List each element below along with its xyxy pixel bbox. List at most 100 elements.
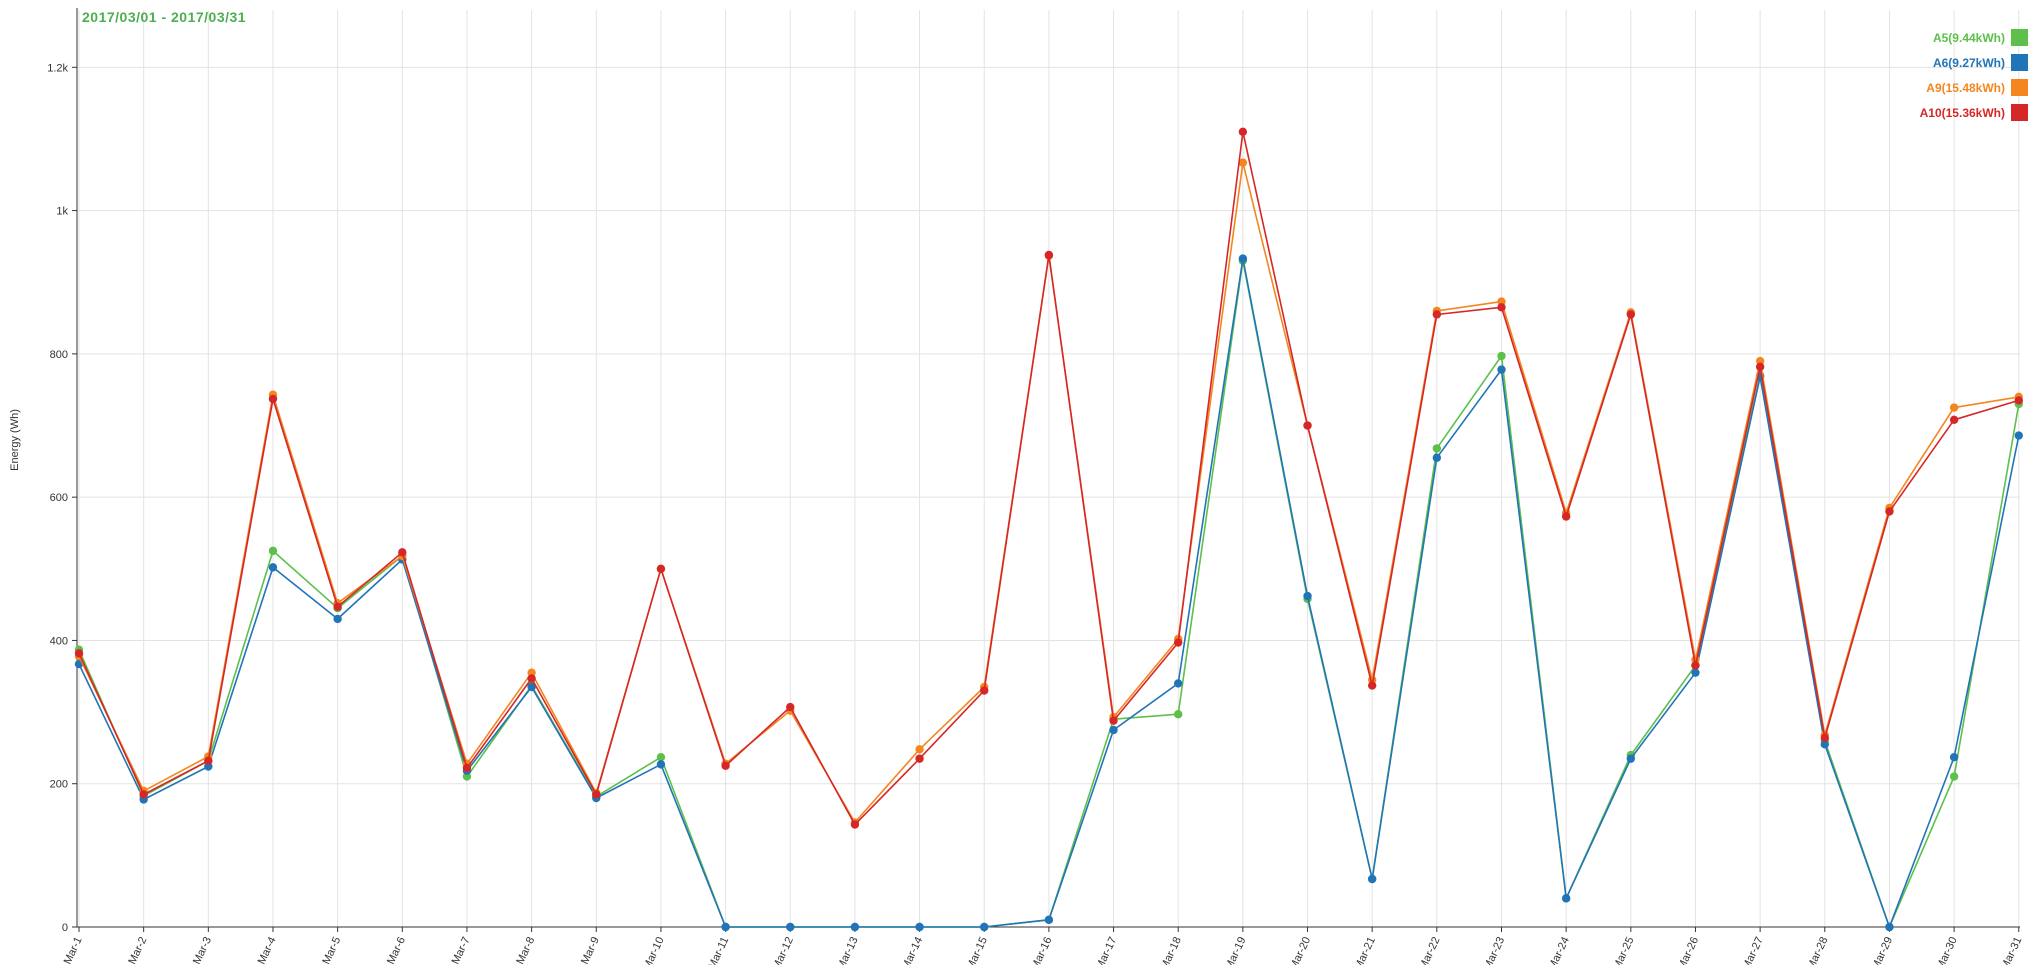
grid: [77, 10, 2020, 928]
data-point[interactable]: [786, 922, 795, 932]
legend-swatch: [2011, 29, 2028, 46]
data-point[interactable]: [1367, 681, 1377, 690]
data-point[interactable]: [333, 602, 342, 611]
data-point[interactable]: [1820, 733, 1829, 743]
data-point[interactable]: [915, 922, 924, 932]
x-tick-label: Mar-15: [964, 935, 990, 965]
legend-label: A5(9.44kWh): [1933, 31, 2005, 45]
data-point[interactable]: [1497, 365, 1506, 374]
data-point[interactable]: [1303, 421, 1312, 430]
data-point[interactable]: [139, 790, 148, 799]
x-tick-label: Mar-12: [770, 935, 796, 965]
data-point[interactable]: [268, 563, 278, 572]
data-point[interactable]: [1561, 894, 1571, 903]
data-point[interactable]: [592, 790, 601, 799]
data-point[interactable]: [1432, 444, 1442, 453]
y-tick-label: 1.2k: [47, 62, 68, 74]
x-tick-label: Mar-7: [450, 935, 473, 965]
data-point[interactable]: [527, 682, 536, 692]
data-point[interactable]: [1497, 303, 1506, 312]
data-point[interactable]: [1174, 710, 1183, 719]
data-point[interactable]: [1109, 716, 1118, 725]
x-tick-label: Mar-20: [1288, 935, 1314, 965]
data-point[interactable]: [1691, 668, 1700, 677]
data-point[interactable]: [850, 820, 860, 829]
data-point[interactable]: [980, 686, 989, 695]
x-tick-label: Mar-4: [256, 935, 279, 965]
x-tick-label: Mar-10: [641, 935, 667, 965]
date-range-title: 2017/03/01 - 2017/03/31: [82, 9, 246, 25]
data-point[interactable]: [462, 763, 472, 773]
data-point[interactable]: [656, 760, 666, 769]
data-point[interactable]: [1949, 403, 1959, 412]
legend-item[interactable]: A9(15.48kWh): [1926, 79, 2028, 96]
data-point[interactable]: [2014, 431, 2023, 440]
x-tick-label: Mar-5: [320, 935, 343, 965]
data-point[interactable]: [1109, 725, 1118, 735]
data-point[interactable]: [268, 546, 278, 556]
data-point[interactable]: [1820, 740, 1829, 749]
data-point[interactable]: [786, 702, 795, 712]
x-tick-label: Mar-30: [1934, 935, 1960, 965]
legend-item[interactable]: A10(15.36kWh): [1920, 104, 2028, 121]
data-point[interactable]: [1626, 754, 1636, 763]
data-point[interactable]: [1174, 638, 1183, 647]
data-point[interactable]: [1561, 512, 1571, 521]
data-point[interactable]: [850, 922, 860, 932]
x-tick-label: Mar-29: [1870, 935, 1896, 965]
data-point[interactable]: [915, 754, 924, 763]
axes: 0 200 400 600 800 1k 1.2k Mar-1 Mar-2 Mar-3 Mar-4 M…: [47, 8, 2024, 965]
legend[interactable]: A5(9.44kWh) A6(9.27kWh) A9(15.48kWh) A10(15…: [1920, 29, 2028, 121]
data-point[interactable]: [656, 753, 666, 762]
x-tick-label: Mar-28: [1805, 935, 1831, 965]
data-point[interactable]: [2014, 396, 2023, 405]
data-point[interactable]: [1885, 507, 1894, 516]
x-tick-label: Mar-21: [1352, 935, 1378, 965]
data-point[interactable]: [656, 564, 666, 573]
data-point[interactable]: [1367, 874, 1377, 884]
data-point[interactable]: [1885, 922, 1894, 932]
data-point[interactable]: [74, 649, 84, 658]
data-point[interactable]: [268, 394, 278, 404]
x-tick-label: Mar-23: [1482, 935, 1508, 965]
data-point[interactable]: [1174, 679, 1183, 688]
x-tick-label: Mar-17: [1094, 935, 1120, 965]
data-point[interactable]: [527, 674, 536, 683]
data-point[interactable]: [333, 614, 342, 624]
data-point[interactable]: [1949, 753, 1959, 762]
data-point[interactable]: [1691, 661, 1700, 670]
data-point[interactable]: [1432, 310, 1442, 319]
x-tick-label: Mar-1: [62, 935, 85, 965]
legend-item[interactable]: A6(9.27kWh): [1933, 54, 2028, 71]
legend-item[interactable]: A5(9.44kWh): [1933, 29, 2028, 46]
data-point[interactable]: [1238, 254, 1248, 263]
data-point[interactable]: [721, 922, 730, 932]
data-point[interactable]: [1949, 415, 1959, 424]
data-point[interactable]: [1755, 362, 1765, 371]
data-point[interactable]: [1949, 772, 1959, 781]
data-point[interactable]: [1303, 591, 1312, 601]
x-tick-label: Mar-31: [1999, 935, 2025, 965]
x-tick-label: Mar-11: [706, 935, 731, 965]
data-point[interactable]: [915, 745, 924, 754]
legend-label: A10(15.36kWh): [1920, 106, 2005, 120]
data-point[interactable]: [1626, 310, 1636, 319]
data-point[interactable]: [1497, 351, 1506, 361]
data-point[interactable]: [204, 756, 213, 765]
x-tick-label: Mar-18: [1158, 935, 1184, 965]
data-point[interactable]: [1044, 915, 1054, 925]
x-tick-label: Mar-22: [1417, 935, 1443, 965]
data-point[interactable]: [398, 548, 407, 557]
data-point[interactable]: [1238, 158, 1248, 167]
series-lines: [74, 127, 2023, 932]
y-tick-label: 400: [50, 635, 68, 647]
y-tick-label: 0: [62, 922, 68, 934]
y-tick-label: 800: [50, 349, 68, 361]
data-point[interactable]: [721, 761, 730, 771]
data-point[interactable]: [980, 922, 989, 932]
data-point[interactable]: [1432, 453, 1442, 462]
data-point[interactable]: [1238, 127, 1248, 136]
data-point[interactable]: [1044, 250, 1054, 260]
x-tick-label: Mar-14: [900, 935, 926, 965]
